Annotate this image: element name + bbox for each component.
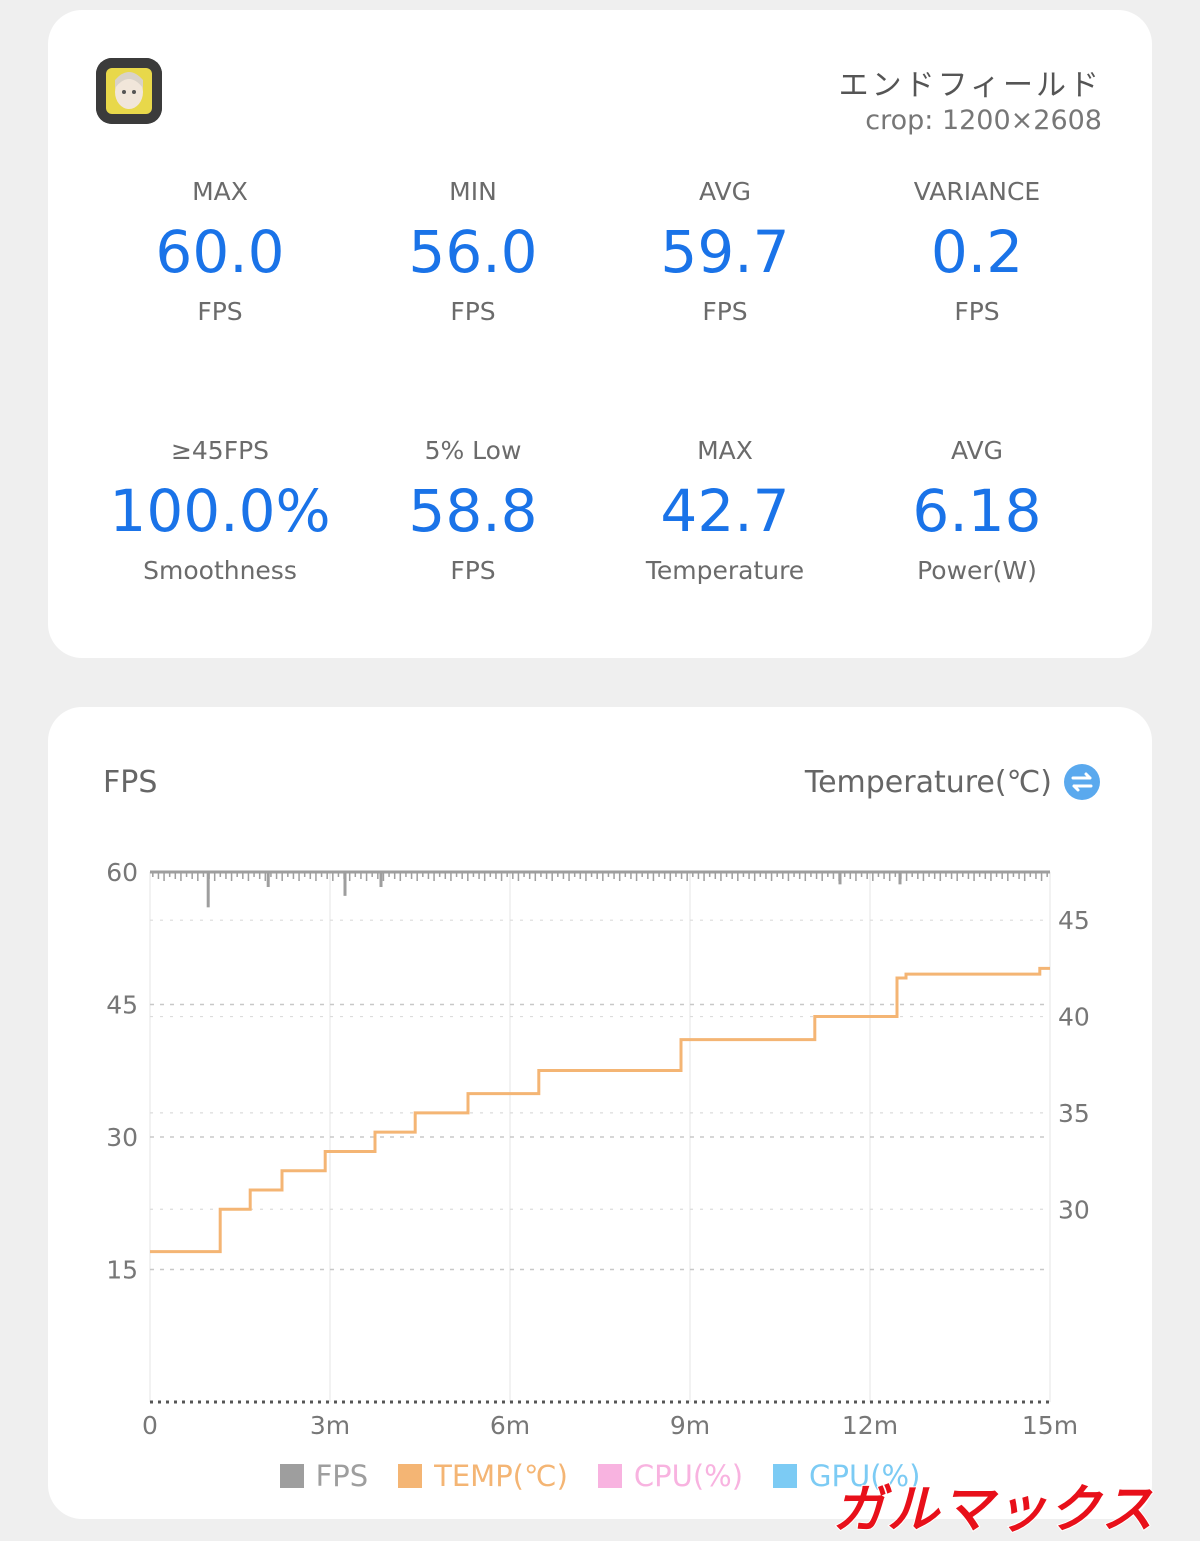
stat-value: 0.2 — [930, 218, 1024, 286]
stat-label: ≥45FPS — [170, 436, 270, 465]
stat-label: VARIANCE — [913, 177, 1041, 206]
watermark-logo: ガルマックス — [798, 1477, 1190, 1541]
legend-swatch — [279, 1464, 304, 1488]
legend-label: TEMP(℃) — [434, 1459, 568, 1493]
stat-value: 100.0% — [109, 477, 331, 545]
stat-smoothness: ≥45FPS 100.0% Smoothness — [94, 434, 346, 588]
x-tick-label: 0 — [142, 1411, 158, 1440]
x-tick-label: 12m — [842, 1411, 898, 1440]
y-right-tick-label: 45 — [1058, 906, 1090, 935]
stat-unit: FPS — [954, 297, 1000, 326]
x-tick-label: 9m — [670, 1411, 710, 1440]
stat-unit: Smoothness — [143, 556, 297, 585]
stat-avg-fps: AVG 59.7 FPS — [599, 175, 851, 329]
stat-value: 42.7 — [660, 477, 790, 545]
stat-label: MIN — [449, 177, 497, 206]
stat-value: 6.18 — [912, 477, 1042, 545]
legend-label: CPU(%) — [633, 1459, 744, 1493]
chart-left-axis-title: FPS — [103, 765, 158, 800]
stat-value: 58.8 — [408, 477, 538, 545]
stat-avg-power: AVG 6.18 Power(W) — [851, 434, 1103, 588]
y-left-tick-label: 30 — [106, 1123, 138, 1152]
app-icon[interactable] — [96, 58, 162, 124]
chart-right-axis-title: Temperature(℃) — [804, 765, 1052, 800]
legend-swatch — [398, 1464, 423, 1488]
stat-value: 60.0 — [155, 218, 285, 286]
y-right-tick-label: 40 — [1058, 1003, 1090, 1032]
y-right-tick-label: 30 — [1058, 1195, 1090, 1224]
stat-max-temperature: MAX 42.7 Temperature — [599, 434, 851, 588]
stat-variance: VARIANCE 0.2 FPS — [851, 175, 1103, 329]
crop-resolution: crop: 1200×2608 — [865, 105, 1102, 136]
stat-max-fps: MAX 60.0 FPS — [94, 175, 346, 329]
x-tick-label: 3m — [310, 1411, 350, 1440]
legend-label: GPU(%) — [809, 1459, 921, 1493]
x-tick-label: 15m — [1022, 1411, 1078, 1440]
stat-label: 5% Low — [424, 436, 522, 465]
stat-label: MAX — [192, 177, 248, 206]
stat-min-fps: MIN 56.0 FPS — [347, 175, 599, 329]
stats-card: エンドフィールド crop: 1200×2608 MAX 60.0 FPS MI… — [48, 10, 1152, 658]
legend-item-cpu[interactable]: CPU(%) — [597, 1459, 744, 1493]
legend-item-temp[interactable]: TEMP(℃) — [398, 1459, 568, 1493]
stat-value: 56.0 — [408, 218, 538, 286]
stat-unit: FPS — [450, 556, 496, 585]
legend-swatch — [597, 1464, 622, 1488]
chart-legend: FPS TEMP(℃) CPU(%) GPU(%) — [48, 1459, 1152, 1493]
y-left-tick-label: 45 — [106, 991, 138, 1020]
stat-label: MAX — [697, 436, 753, 465]
stat-label: AVG — [699, 177, 751, 206]
legend-item-fps[interactable]: FPS — [279, 1459, 369, 1493]
stat-unit: Power(W) — [917, 556, 1037, 585]
temperature-line — [150, 966, 1050, 1254]
stat-label: AVG — [951, 436, 1003, 465]
y-right-tick-label: 35 — [1058, 1099, 1090, 1128]
stat-unit: FPS — [702, 297, 748, 326]
legend-label: FPS — [315, 1459, 369, 1493]
stat-unit: Temperature — [645, 556, 805, 585]
legend-swatch — [773, 1464, 798, 1488]
watermark-text: ガルマックス — [833, 1480, 1155, 1537]
stat-unit: FPS — [197, 297, 243, 326]
stat-value: 59.7 — [660, 218, 790, 286]
app-name: エンドフィールド — [838, 68, 1102, 103]
swap-arrows-icon[interactable] — [1064, 764, 1100, 800]
x-tick-label: 6m — [490, 1411, 530, 1440]
stat-unit: FPS — [450, 297, 496, 326]
y-left-tick-label: 60 — [106, 858, 138, 887]
legend-item-gpu[interactable]: GPU(%) — [773, 1459, 920, 1493]
fps-temperature-chart: 0 3m 6m 9m 12m 15m 60 45 30 15 45 40 35 30 — [106, 858, 1090, 1440]
y-left-tick-label: 15 — [106, 1256, 138, 1285]
stat-5pct-low: 5% Low 58.8 FPS — [347, 434, 599, 588]
chart-card: 0 3m 6m 9m 12m 15m 60 45 30 15 45 40 35 30 FPS Temper… — [48, 707, 1152, 1519]
